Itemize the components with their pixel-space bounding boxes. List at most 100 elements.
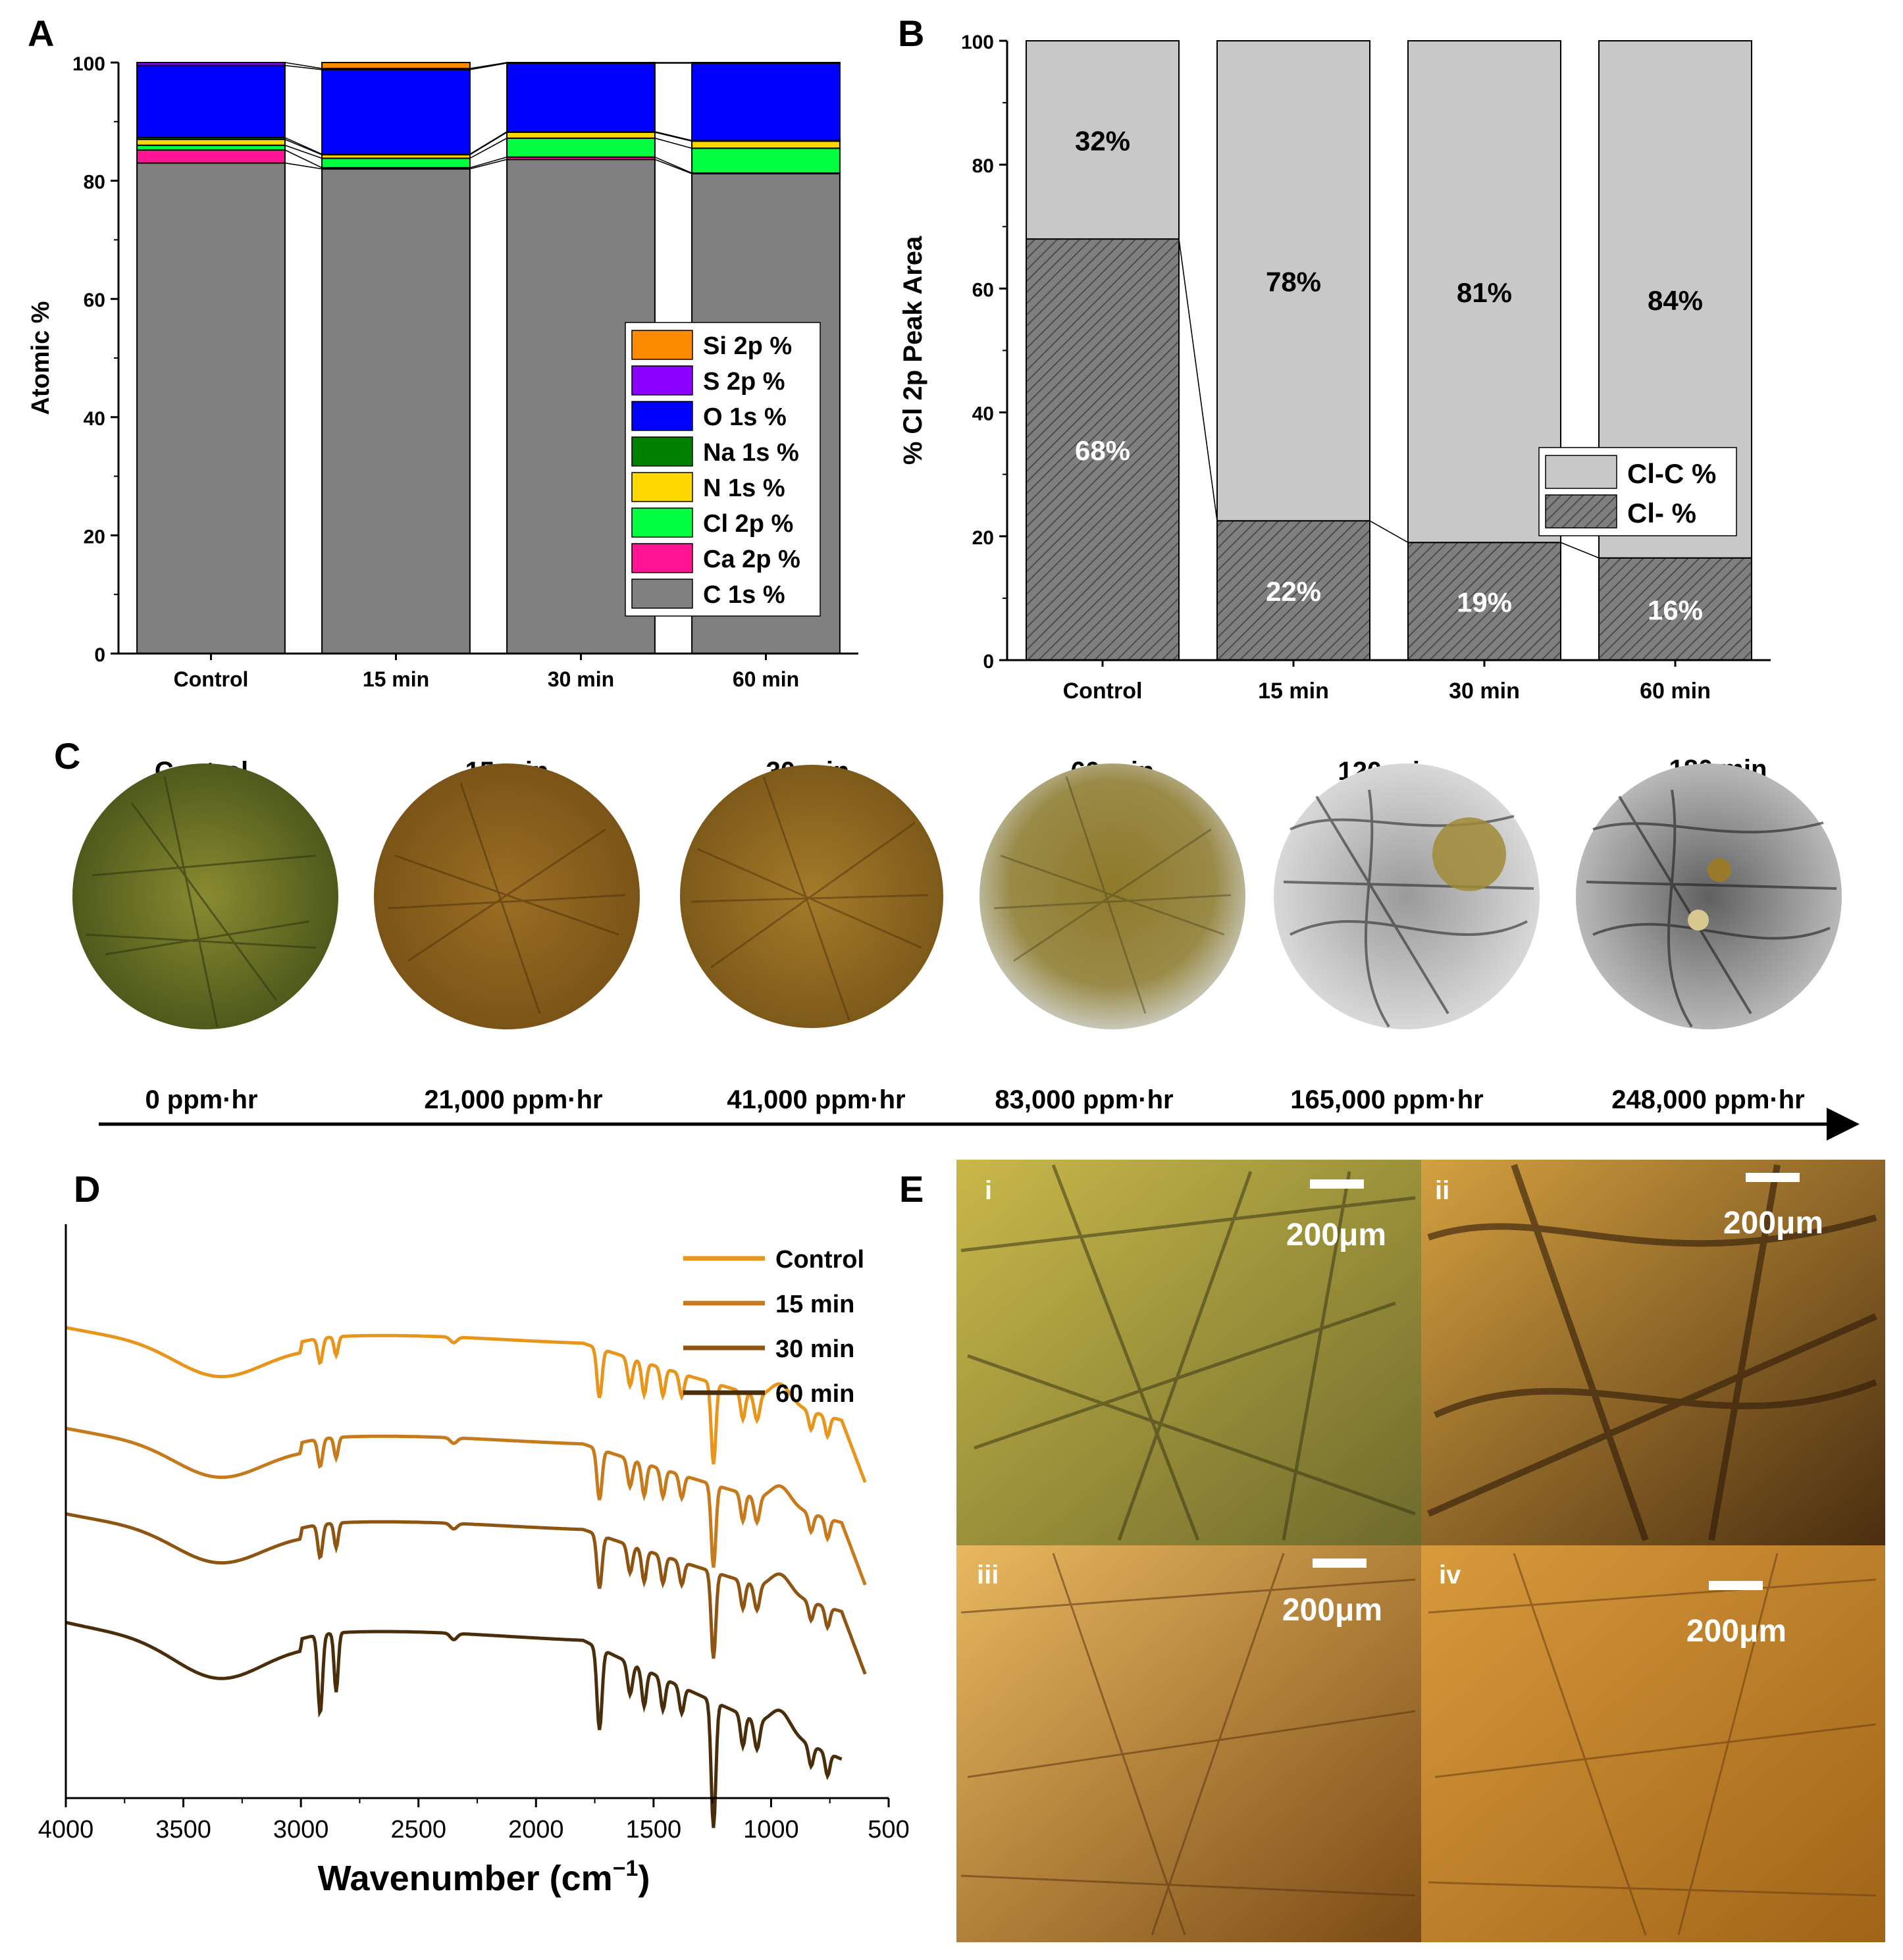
x-tick-label: 3500 xyxy=(155,1816,211,1844)
sample-15min: 15 min 21,000 ppm·hr xyxy=(374,757,640,1114)
scale-bar xyxy=(1709,1581,1763,1590)
sample-dose-label: 165,000 ppm·hr xyxy=(1290,1085,1483,1114)
x-tick-label: 2500 xyxy=(390,1816,446,1844)
connector-line xyxy=(469,131,508,155)
legend-swatch xyxy=(631,330,693,360)
micrograph-label: i xyxy=(985,1176,992,1205)
fiber-texture xyxy=(1428,1553,1877,1936)
x-axis-label-superscript: −1 xyxy=(613,1856,639,1881)
legend-swatch xyxy=(631,507,693,538)
x-axis-label-close: ) xyxy=(638,1859,650,1898)
bar-data-label: 19% xyxy=(1457,587,1512,618)
scale-bar-label: 200μm xyxy=(1686,1614,1786,1649)
bar-segment xyxy=(1216,40,1370,522)
legend-entry: C 1s % xyxy=(703,581,785,609)
residue-spot xyxy=(1707,858,1731,882)
y-axis-label: % Cl 2p Peak Area xyxy=(899,236,927,465)
bar-data-label: 68% xyxy=(1075,435,1130,466)
micrograph-iii: iii 200μm xyxy=(956,1545,1421,1942)
bar-data-label: 32% xyxy=(1075,126,1130,157)
legend-entry: Ca 2p % xyxy=(703,546,800,573)
legend-swatch xyxy=(631,579,693,609)
connector-line xyxy=(284,144,323,159)
sample-180min: 180 min 248,000 ppm·hr xyxy=(1576,755,1842,1114)
panel-e: i 200μm ii 200μm iii 200μm iv 200μm xyxy=(956,1160,1885,1942)
sample-dose-label: 248,000 ppm·hr xyxy=(1611,1085,1804,1114)
micrograph-label: iv xyxy=(1439,1560,1461,1589)
legend-entry: Si 2p % xyxy=(703,332,792,360)
x-tick-label: 4000 xyxy=(38,1816,94,1844)
bar-segment xyxy=(321,168,471,654)
connector-line xyxy=(1560,542,1600,559)
legend-swatch xyxy=(1545,494,1617,529)
chart-b: 68% 22% 19% 16% 32% 78% 81% 84% 0 20 40 60 80 100 Cont… xyxy=(899,32,1771,704)
panel-label-b: B xyxy=(898,13,924,54)
fiber-texture xyxy=(85,776,317,1027)
connector-line xyxy=(469,63,508,70)
sample-dose-label: 41,000 ppm·hr xyxy=(727,1085,905,1114)
bar-data-label: 16% xyxy=(1648,594,1703,625)
legend-entry: 60 min xyxy=(775,1380,854,1408)
bar-segment xyxy=(691,147,841,174)
y-tick-label: 40 xyxy=(972,403,994,425)
micrograph-ii: ii 200μm xyxy=(1421,1160,1885,1545)
bar-segment xyxy=(1026,40,1180,240)
spectrum-line xyxy=(65,1620,843,1828)
legend-entry: 15 min xyxy=(775,1291,854,1318)
legend: Si 2p % S 2p % O 1s % Na 1s % N 1s % Cl 2p % C… xyxy=(625,322,821,617)
sample-dose-label: 83,000 ppm·hr xyxy=(995,1085,1173,1114)
bar-segment xyxy=(1407,542,1561,661)
legend-swatch xyxy=(631,365,693,396)
bar-segment xyxy=(691,140,841,149)
panel-label-a: A xyxy=(28,13,54,54)
bar-data-label: 84% xyxy=(1648,285,1703,316)
connector-line xyxy=(284,139,323,155)
connector-line xyxy=(654,138,692,149)
fiber-texture xyxy=(1283,789,1534,1028)
fiber-texture xyxy=(960,1553,1416,1936)
bar-segment xyxy=(506,137,656,158)
sample-120min: 120 min 165,000 ppm·hr xyxy=(1274,757,1540,1114)
legend-swatch xyxy=(631,436,693,467)
y-tick-label: 0 xyxy=(983,651,994,673)
fiber-texture xyxy=(691,776,929,1021)
bar-segment xyxy=(136,62,286,66)
scale-bar xyxy=(1746,1173,1800,1182)
bar-segment xyxy=(1598,557,1752,661)
spectrum-line xyxy=(65,1512,867,1675)
chart-a: 0 20 40 60 80 100 Control 15 min 30 min 60 min Ato… xyxy=(27,53,858,691)
bar-segment xyxy=(321,62,471,69)
legend-swatch xyxy=(631,401,693,431)
fiber-texture xyxy=(1426,1164,1878,1541)
legend: Cl-C % Cl- % xyxy=(1538,447,1737,536)
legend-swatch xyxy=(1545,455,1617,489)
legend-entry: O 1s % xyxy=(703,403,787,431)
micrograph-iv: iv 200μm xyxy=(1421,1545,1885,1942)
scale-bar xyxy=(1313,1559,1367,1568)
y-tick-label: 60 xyxy=(84,290,105,311)
y-tick-label: 0 xyxy=(94,644,105,666)
y-axis-label: Atomic % xyxy=(27,301,55,415)
fiber-texture xyxy=(993,776,1232,1014)
x-axis-label: Wavenumber (cm−1) xyxy=(318,1856,650,1898)
micrograph-image xyxy=(1421,1545,1885,1942)
y-tick-label: 80 xyxy=(84,172,105,193)
connector-line xyxy=(284,62,323,69)
sample-disc-image xyxy=(1576,763,1842,1029)
y-tick-label: 20 xyxy=(972,527,994,549)
sample-disc-image xyxy=(1274,763,1540,1029)
bar-segment xyxy=(321,157,471,168)
connector-line xyxy=(1369,520,1409,543)
legend-entry: Control xyxy=(775,1246,864,1274)
spectrum-line xyxy=(65,1326,867,1483)
bar-segment xyxy=(691,62,841,142)
x-tick-label: Control xyxy=(1063,679,1143,704)
legend-entry: N 1s % xyxy=(703,475,785,502)
bar-data-label: 78% xyxy=(1266,267,1321,297)
x-tick-label: 1500 xyxy=(626,1816,682,1844)
x-tick-label: 15 min xyxy=(363,667,429,691)
connector-line xyxy=(284,162,323,170)
sample-disc-image xyxy=(979,763,1245,1029)
x-tick-label: Control xyxy=(174,667,249,691)
connector-line xyxy=(654,156,692,174)
